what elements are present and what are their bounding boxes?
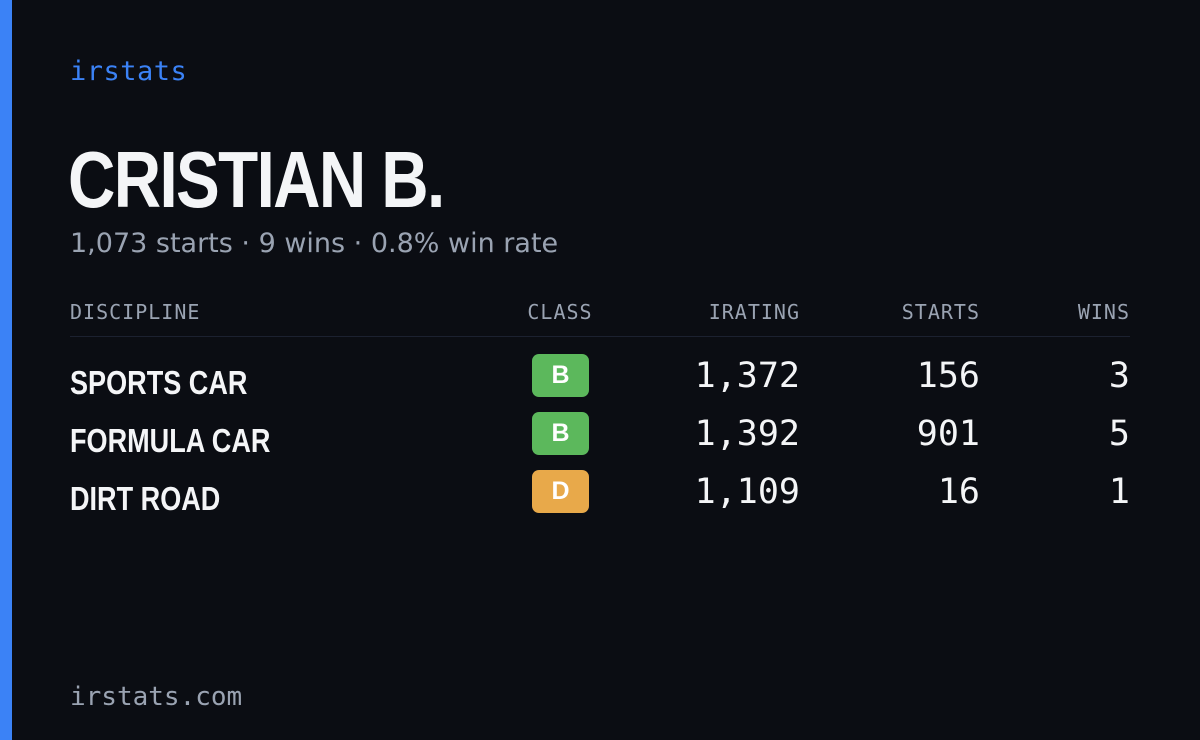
class-badge: D [532,470,589,513]
brand-logo-text: irstats [70,56,188,87]
header-discipline: DISCIPLINE [70,300,201,324]
header-irating: IRATING [708,300,800,324]
discipline-name: DIRT ROAD [70,480,221,517]
wins-value: 1 [1108,472,1130,512]
header-class: CLASS [527,300,593,324]
irating-value: 1,372 [694,356,800,396]
discipline-name: SPORTS CAR [70,364,248,401]
header-wins: WINS [1077,300,1130,324]
irating-value: 1,392 [694,414,800,454]
footer-url[interactable]: irstats.com [70,682,243,712]
wins-value: 5 [1108,414,1130,454]
starts-value: 156 [916,356,980,396]
driver-name: CRISTIAN B. [68,135,445,224]
class-badge: B [532,354,589,397]
driver-summary: 1,073 starts · 9 wins · 0.8% win rate [70,228,559,259]
table-row: DIRT ROAD D 1,109 16 1 [70,468,1130,526]
irating-value: 1,109 [694,472,800,512]
table-row: SPORTS CAR B 1,372 156 3 [70,352,1130,410]
header-starts: STARTS [901,300,980,324]
discipline-name: FORMULA CAR [70,422,271,459]
stats-table: DISCIPLINE CLASS IRATING STARTS WINS SPO… [70,300,1130,517]
starts-value: 16 [937,472,980,512]
class-badge: B [532,412,589,455]
table-header: DISCIPLINE CLASS IRATING STARTS WINS [70,300,1130,337]
accent-bar [0,0,12,740]
table-row: FORMULA CAR B 1,392 901 5 [70,410,1130,468]
starts-value: 901 [916,414,980,454]
wins-value: 3 [1108,356,1130,396]
